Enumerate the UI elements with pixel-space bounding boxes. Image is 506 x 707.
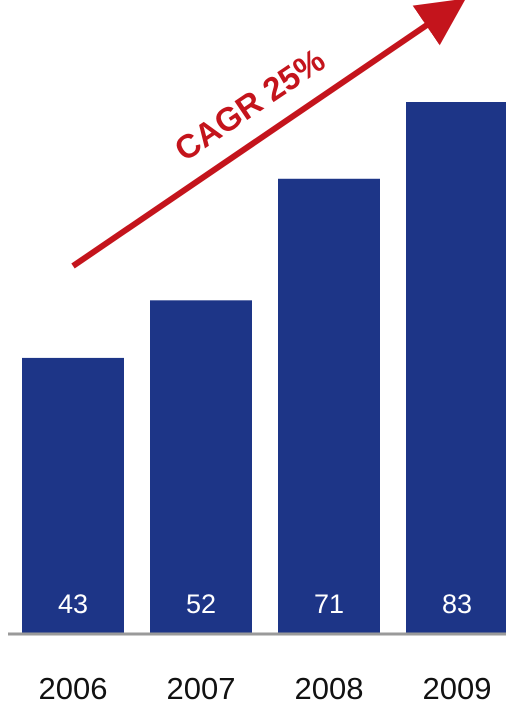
cagr-arrow-icon	[71, 0, 466, 269]
bar-value-label-2007: 52	[186, 589, 216, 619]
x-tick-label-2009: 2009	[423, 671, 492, 706]
bar-value-label-2006: 43	[58, 589, 88, 619]
bar-value-label-2008: 71	[314, 589, 344, 619]
labels-layer: 43 2006 52 2007 71 2008 83 2009	[39, 589, 492, 706]
bar-2007	[150, 300, 252, 633]
bar-2006	[22, 357, 124, 633]
x-tick-label-2006: 2006	[39, 671, 108, 706]
bar-2009	[406, 102, 506, 633]
x-tick-label-2008: 2008	[295, 671, 364, 706]
bar-2008	[278, 178, 380, 633]
bar-value-label-2009: 83	[442, 589, 472, 619]
bars-layer	[22, 102, 506, 633]
x-tick-label-2007: 2007	[167, 671, 236, 706]
